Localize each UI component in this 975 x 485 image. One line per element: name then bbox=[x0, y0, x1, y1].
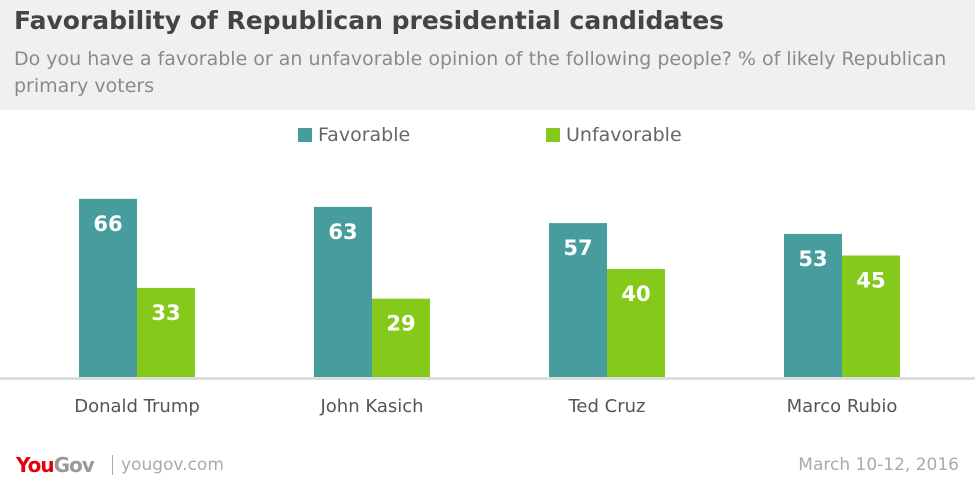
legend-label: Unfavorable bbox=[566, 124, 682, 146]
category-label: Donald Trump bbox=[74, 396, 200, 417]
data-label: 33 bbox=[151, 301, 180, 325]
bar-unfavorable bbox=[607, 269, 665, 377]
category-label: John Kasich bbox=[319, 396, 423, 417]
baseline bbox=[0, 377, 975, 380]
bar-unfavorable bbox=[842, 255, 900, 377]
data-label: 40 bbox=[621, 282, 650, 306]
bar-favorable bbox=[549, 223, 607, 377]
bar-favorable bbox=[314, 206, 372, 377]
legend-item-unfavorable: Unfavorable bbox=[546, 124, 682, 146]
bar-chart: 66 33 Donald Trump 63 29 John Kasich 57 40 Ted C… bbox=[0, 198, 975, 417]
data-label: 53 bbox=[798, 247, 827, 271]
data-label: 45 bbox=[856, 269, 885, 293]
data-label: 57 bbox=[563, 236, 592, 260]
bar-unfavorable bbox=[372, 298, 430, 377]
data-label: 63 bbox=[328, 220, 357, 244]
category-label: Marco Rubio bbox=[787, 396, 898, 417]
bar-favorable bbox=[79, 198, 137, 377]
chart-subtitle: Do you have a favorable or an unfavorabl… bbox=[14, 48, 947, 97]
site-url[interactable]: yougov.com bbox=[112, 455, 224, 475]
data-label: 29 bbox=[386, 312, 415, 336]
chart-title: Favorability of Republican presidential … bbox=[14, 6, 725, 35]
bar-unfavorable bbox=[137, 287, 195, 377]
data-label: 66 bbox=[93, 212, 122, 236]
survey-date: March 10-12, 2016 bbox=[798, 455, 959, 475]
yougov-logo: YouGov bbox=[16, 453, 95, 477]
legend-swatch bbox=[546, 128, 560, 142]
legend-swatch bbox=[298, 128, 312, 142]
header: Favorability of Republican presidential … bbox=[0, 0, 975, 110]
category-label: Ted Cruz bbox=[568, 396, 646, 417]
legend-item-favorable: Favorable bbox=[298, 124, 410, 146]
bar-favorable bbox=[784, 233, 842, 377]
legend-label: Favorable bbox=[318, 124, 411, 146]
